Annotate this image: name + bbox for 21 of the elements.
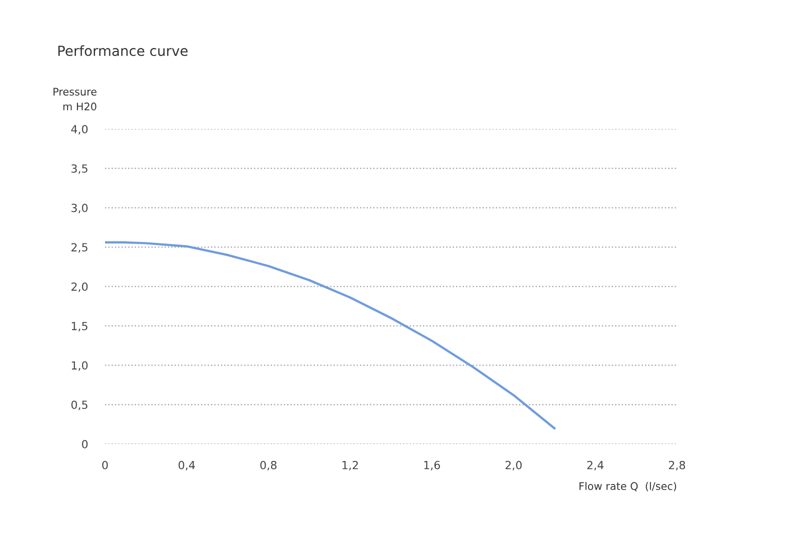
x-tick-label: 2,4 <box>587 460 604 470</box>
y-axis-title: Pressure m H20 <box>54 88 96 110</box>
x-tick-label: 2,8 <box>668 460 686 470</box>
x-tick-label: 2,0 <box>506 460 522 470</box>
y-tick-label: 0,5 <box>71 400 88 410</box>
x-tick-label: 0,4 <box>178 460 195 470</box>
chart-title: Performance curve <box>58 45 188 56</box>
line-series <box>105 241 556 430</box>
x-tick-label: 0,8 <box>260 460 277 470</box>
y-tick-label: 2,5 <box>71 243 88 253</box>
y-tick-label: 0 <box>82 440 88 448</box>
y-tick-label: 3,5 <box>72 164 88 174</box>
y-tick-label: 4,0 <box>71 124 88 135</box>
y-tick-label: 2,0 <box>71 282 88 292</box>
x-tick-label: 1,6 <box>424 460 440 470</box>
x-tick-label: 0 <box>102 460 108 470</box>
y-tick-label: 1,0 <box>72 361 88 371</box>
y-tick-label: 1,5 <box>72 322 88 332</box>
x-axis-title: Flow rate Q (l/sec) <box>580 482 676 492</box>
x-tick-label: 1,2 <box>342 460 358 470</box>
y-tick-label: 3,0 <box>72 204 88 214</box>
